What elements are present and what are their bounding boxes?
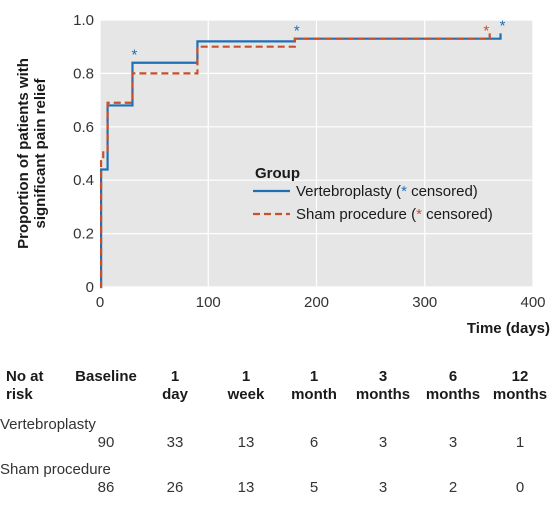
km-chart: 0 0.2 0.4 0.6 0.8 1.0 0 100 200 300 400 Proportion … bbox=[0, 0, 552, 368]
y-tick-label-4: 0.8 bbox=[73, 65, 94, 82]
censored-marker-vertebroplasty-1: * bbox=[294, 23, 300, 40]
y-tick-label-1: 0.2 bbox=[73, 226, 94, 243]
x-tick-label-4: 400 bbox=[520, 294, 545, 311]
risk-header-12months-top: 12 bbox=[488, 368, 552, 385]
x-tick-label-2: 200 bbox=[304, 294, 329, 311]
risk-cell-vertebroplasty-1day: 33 bbox=[155, 434, 195, 451]
x-axis-label: Time (days) bbox=[467, 320, 550, 337]
risk-cell-sham-6months: 2 bbox=[420, 479, 486, 496]
risk-cell-vertebroplasty-baseline: 90 bbox=[66, 434, 146, 451]
risk-cell-vertebroplasty-12months: 1 bbox=[488, 434, 552, 451]
risk-header-3months-top: 3 bbox=[350, 368, 416, 385]
x-tick-label-0: 0 bbox=[96, 294, 104, 311]
censored-marker-vertebroplasty-0: * bbox=[132, 47, 138, 64]
number-at-risk-table: No at risk Baseline 1 day 1 week 1 month… bbox=[0, 368, 552, 506]
y-axis-label-line-1: Proportion of patients with bbox=[15, 58, 32, 249]
censored-marker-sham-procedure-0: * bbox=[483, 23, 489, 40]
risk-row-label-vertebroplasty: Vertebroplasty bbox=[0, 416, 96, 433]
y-tick-label-0: 0 bbox=[86, 279, 94, 296]
y-axis-label-line-2: significant pain relief bbox=[32, 77, 49, 228]
risk-row-label-sham: Sham procedure bbox=[0, 461, 111, 478]
risk-cell-vertebroplasty-1week: 13 bbox=[220, 434, 272, 451]
x-tick-label-3: 300 bbox=[412, 294, 437, 311]
legend-entry-2: Sham procedure (* censored) bbox=[296, 206, 493, 223]
risk-header-label-line1: No at bbox=[6, 368, 44, 385]
risk-header-label-line2: risk bbox=[6, 386, 33, 403]
risk-cell-vertebroplasty-6months: 3 bbox=[420, 434, 486, 451]
y-tick-label-5: 1.0 bbox=[73, 12, 94, 29]
risk-header-baseline: Baseline bbox=[66, 368, 146, 385]
risk-header-6months-bottom: months bbox=[420, 386, 486, 403]
risk-header-6months-top: 6 bbox=[420, 368, 486, 385]
risk-header-3months-bottom: months bbox=[350, 386, 416, 403]
y-tick-label-3: 0.6 bbox=[73, 119, 94, 136]
risk-cell-sham-3months: 3 bbox=[350, 479, 416, 496]
risk-cell-sham-baseline: 86 bbox=[66, 479, 146, 496]
risk-header-1day-bottom: day bbox=[155, 386, 195, 403]
y-axis-label: Proportion of patients withsignificant p… bbox=[15, 58, 49, 249]
risk-header-1week-top: 1 bbox=[220, 368, 272, 385]
x-tick-label-1: 100 bbox=[196, 294, 221, 311]
risk-header-1month-top: 1 bbox=[284, 368, 344, 385]
risk-cell-sham-1day: 26 bbox=[155, 479, 195, 496]
risk-header-12months-bottom: months bbox=[488, 386, 552, 403]
risk-cell-vertebroplasty-3months: 3 bbox=[350, 434, 416, 451]
censored-marker-vertebroplasty-2: * bbox=[500, 17, 506, 34]
y-tick-label-2: 0.4 bbox=[73, 172, 94, 189]
risk-header-1week-bottom: week bbox=[220, 386, 272, 403]
risk-cell-vertebroplasty-1month: 6 bbox=[284, 434, 344, 451]
risk-header-1day-top: 1 bbox=[155, 368, 195, 385]
legend-entry-1: Vertebroplasty (* censored) bbox=[296, 183, 478, 200]
risk-cell-sham-1month: 5 bbox=[284, 479, 344, 496]
risk-cell-sham-1week: 13 bbox=[220, 479, 272, 496]
legend-title: Group bbox=[255, 165, 300, 182]
risk-header-1month-bottom: month bbox=[284, 386, 344, 403]
risk-cell-sham-12months: 0 bbox=[488, 479, 552, 496]
